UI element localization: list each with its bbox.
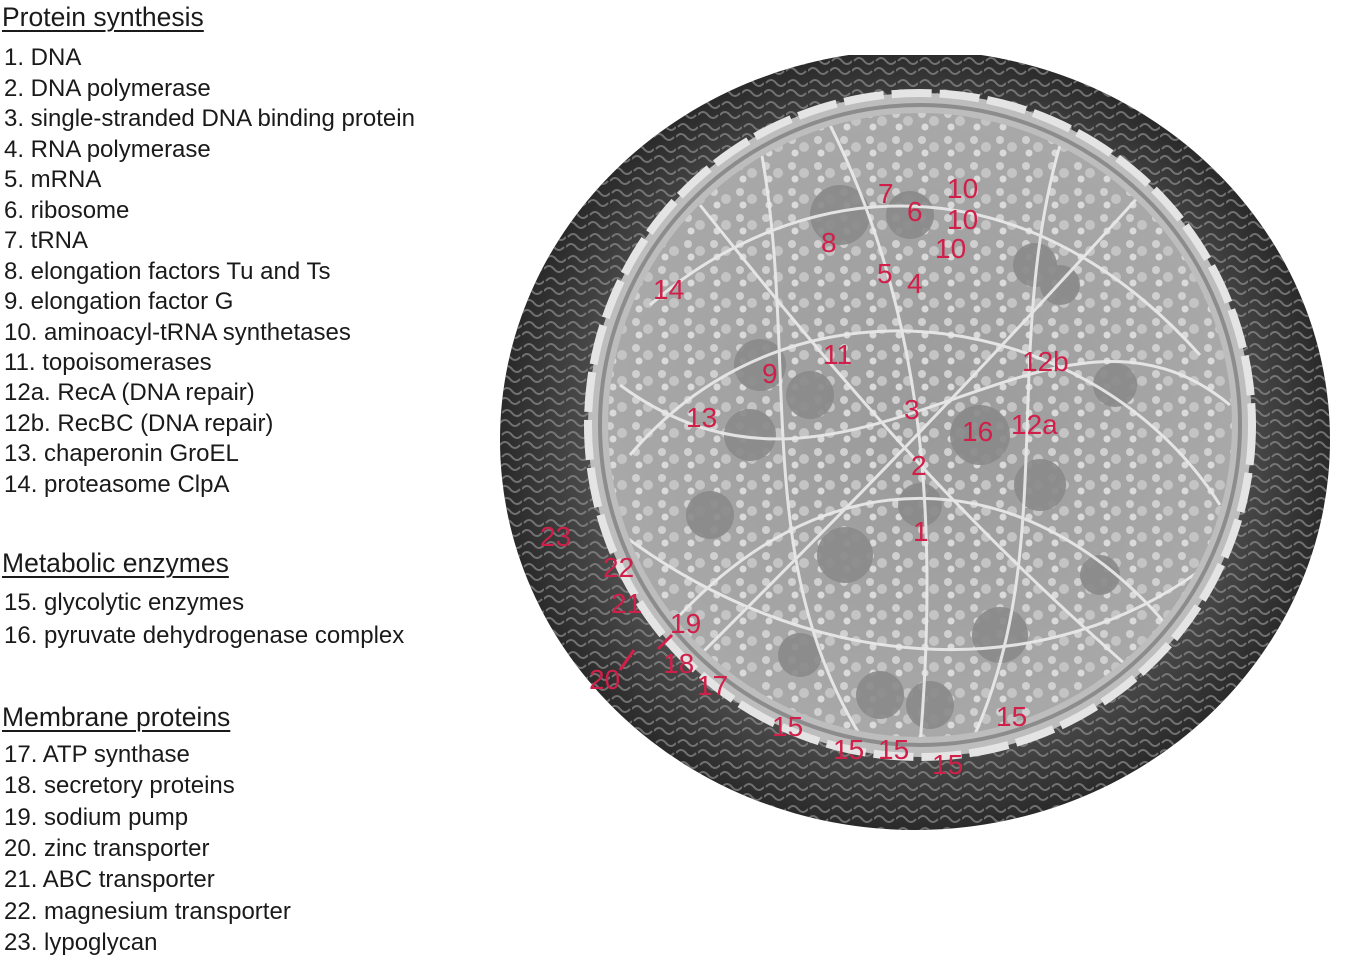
diagram-label: 2 [911,450,927,481]
legend-item: 18. secretory proteins [4,772,235,799]
diagram-label: 20 [589,664,620,695]
diagram-label: 13 [686,402,717,433]
diagram-label: 23 [540,521,571,552]
legend-item: 10. aminoacyl-tRNA synthetases [4,319,351,346]
diagram-label: 17 [697,670,728,701]
diagram-label: 19 [670,608,701,639]
legend-item: 20. zinc transporter [4,835,210,862]
diagram-label: 15 [996,701,1027,732]
legend-item: 14. proteasome ClpA [4,471,230,498]
legend-item: 9. elongation factor G [4,288,234,315]
diagram-label: 11 [823,339,852,370]
diagram-label: 1 [913,516,929,547]
diagram-label: 21 [611,588,642,619]
diagram-label: 10 [935,233,966,264]
legend-item: 8. elongation factors Tu and Ts [4,258,331,285]
diagram-label: 9 [762,358,778,389]
section-title-membrane-proteins: Membrane proteins [2,702,231,732]
diagram-label: 12a [1011,409,1058,440]
diagram-label: 15 [772,711,803,742]
diagram-label: 10 [947,204,978,235]
section-title-protein-synthesis: Protein synthesis [2,2,204,32]
legend-item: 1. DNA [4,44,82,71]
legend-item: 16. pyruvate dehydrogenase complex [4,622,405,649]
section-title-metabolic-enzymes: Metabolic enzymes [2,548,229,578]
legend-item: 3. single-stranded DNA binding protein [4,105,415,132]
diagram-label: 16 [962,416,993,447]
legend-item: 12a. RecA (DNA repair) [4,379,255,406]
legend-item: 7. tRNA [4,227,89,254]
cell-illustration: 7 10 6 10 8 10 5 4 14 11 9 12b 3 13 16 1… [500,55,1330,830]
legend-item: 4. RNA polymerase [4,136,211,163]
diagram-label: 3 [904,394,920,425]
pointer-line-19 [656,633,674,651]
legend-item: 2. DNA polymerase [4,75,211,102]
diagram-label: 4 [907,268,923,299]
legend-item: 12b. RecBC (DNA repair) [4,410,274,437]
legend-item: 11. topoisomerases [4,349,212,376]
legend-item: 6. ribosome [4,197,130,224]
diagram-label: 15 [878,734,909,765]
diagram-label: 15 [833,734,864,765]
diagram-label: 10 [947,173,978,204]
diagram-label: 22 [603,552,634,583]
legend-item: 21. ABC transporter [4,866,215,893]
diagram-label: 7 [878,178,894,209]
legend-item: 15. glycolytic enzymes [4,589,245,616]
legend-item: 13. chaperonin GroEL [4,440,239,467]
diagram-label: 15 [932,749,963,780]
diagram-label: 6 [907,196,923,227]
diagram-label: 18 [663,648,694,679]
diagram-label: 12b [1022,346,1069,377]
diagram-label: 14 [653,274,684,305]
legend-item: 19. sodium pump [4,804,189,831]
legend-item: 22. magnesium transporter [4,898,291,925]
diagram-label: 5 [877,258,893,289]
pointer-line-20 [618,649,636,671]
legend-item: 17. ATP synthase [4,741,190,768]
legend-item: 5. mRNA [4,166,102,193]
legend-item: 23. lypoglycan [4,929,158,956]
diagram-label: 8 [821,227,837,258]
